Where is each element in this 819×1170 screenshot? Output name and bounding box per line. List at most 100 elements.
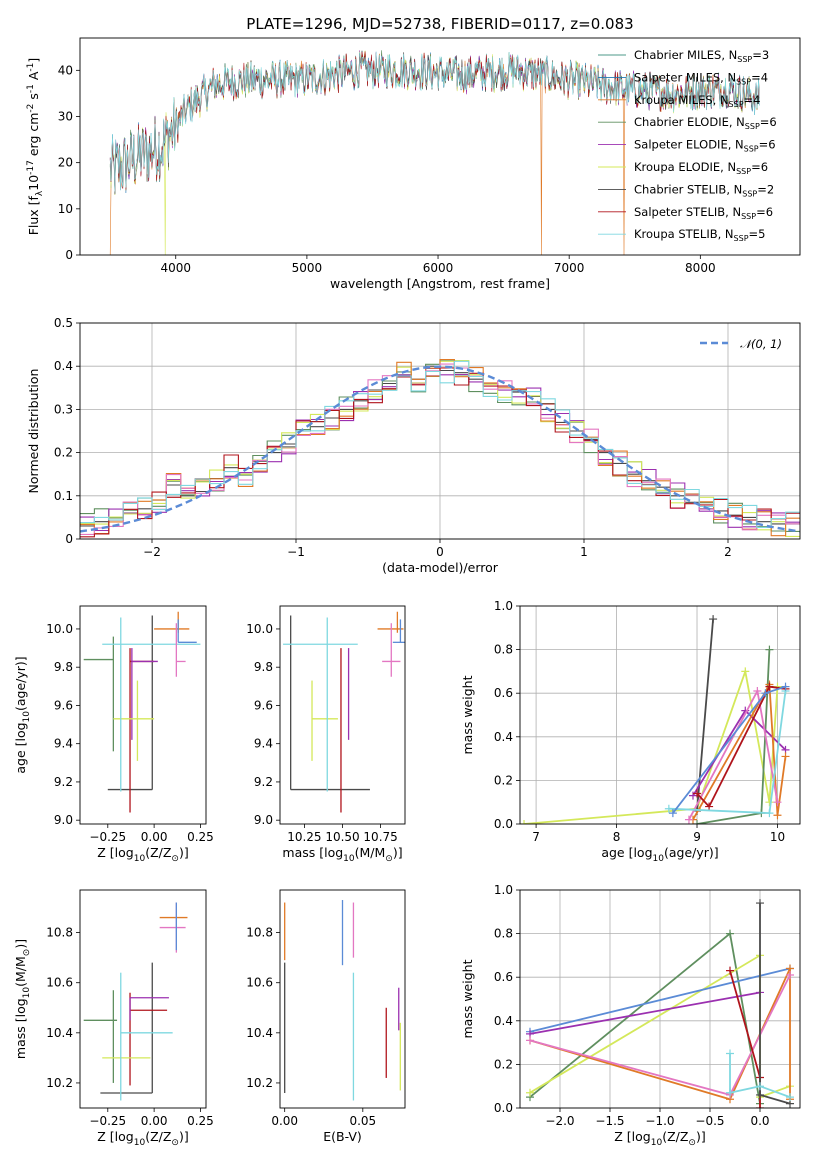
label-text: (M/M xyxy=(13,956,28,987)
errorbar-point-salpeter_stelib xyxy=(129,992,168,1086)
weight_vs_age-panel: 7 8 9 10 0.0 0.2 0.4 0.6 0.8 1.0 age [log10​(age/y… xyxy=(460,599,801,864)
weight-marker-kroupa_stelib xyxy=(765,809,774,818)
legend-text: Salpeter ELODIE, N xyxy=(634,138,744,152)
weight-marker-chabrier_stelib xyxy=(756,899,764,908)
weight-marker-salpeter_stelib xyxy=(756,1104,764,1108)
weight-marker-kroupa_elodie xyxy=(520,820,529,824)
histogram-kroupa_stelib xyxy=(80,360,800,528)
errorbar-point-extra_pink xyxy=(159,902,186,953)
mass_vs_Z-ylabel: mass [log10​(M/M⊙​)] xyxy=(13,939,32,1059)
x-tick-label: −1.0 xyxy=(645,1114,674,1128)
legend-label: Chabrier ELODIE, NSSP=6 xyxy=(634,115,777,131)
label-subscript: 10 xyxy=(651,1138,663,1148)
age_vs_Z-plot-area xyxy=(83,611,201,813)
weight-series-salpeter_stelib xyxy=(696,685,786,809)
label-text: age [log xyxy=(601,845,652,860)
label-text: age [log xyxy=(13,722,28,773)
age_vs_Z-ylabel: age [log10​(age/yr)] xyxy=(13,656,32,773)
mass_vs_Z-xlabel: Z [log10​(Z/Z⊙​)] xyxy=(97,1129,188,1148)
mass_vs_ebv-ticks: 0.00 0.05 10.2 10.4 10.6 10.8 xyxy=(246,926,376,1128)
normal-curve xyxy=(80,365,800,533)
y-tick-label: 10.2 xyxy=(46,1076,73,1090)
weight_vs_Z-panel: −2.0 −1.5 −1.0 −0.5 0.0 0.0 0.2 0.4 0.6 0.8 1.0 Z [… xyxy=(460,883,801,1148)
x-tick-label: 0 xyxy=(436,545,444,559)
x-tick-label: 4000 xyxy=(160,261,191,275)
x-tick-label: 8 xyxy=(613,830,621,844)
legend-subscript: SSP xyxy=(745,122,760,131)
x-tick-label: −2 xyxy=(143,545,161,559)
mass_vs_Z-panel: −0.25 0.00 0.25 10.2 10.4 10.6 10.8 Z [log10​(Z… xyxy=(13,889,214,1148)
label-text: (Z/Z xyxy=(662,1129,688,1144)
weight_vs_age-ticks: 7 8 9 10 0.0 0.2 0.4 0.6 0.8 1.0 xyxy=(494,599,785,844)
label-text: (age/yr)] xyxy=(664,845,719,860)
y-tick-label: 10.0 xyxy=(246,622,273,636)
mass_vs_ebv-panel: 0.00 0.05 10.2 10.4 10.6 10.8 E(B-V) xyxy=(246,889,406,1144)
x-tick-label: 5000 xyxy=(292,261,323,275)
label-text: (data-model)/error xyxy=(382,560,499,575)
mass_vs_ebv-frame xyxy=(279,889,406,1109)
legend-text: Chabrier MILES, N xyxy=(634,48,737,62)
y-tick-label: 1.0 xyxy=(494,883,513,897)
y-tick-label: 10.4 xyxy=(246,1026,273,1040)
weight-marker-extra_pink xyxy=(786,971,794,980)
errorbar-point-salpeter_elodie xyxy=(131,648,158,740)
legend-label: Kroupa MILES, NSSP=4 xyxy=(634,93,760,109)
mass_vs_Z-ticks: −0.25 0.00 0.25 10.2 10.4 10.6 10.8 xyxy=(46,926,214,1128)
y-tick-label: 0 xyxy=(65,248,73,262)
y-tick-label: 0.6 xyxy=(494,970,513,984)
spectrum-xlabel: wavelength [Angstrom, rest frame] xyxy=(330,276,550,291)
weight-marker-chabrier_stelib xyxy=(709,615,718,624)
weight_vs_age-grid xyxy=(520,605,800,825)
errorbar-point-kroupa_miles xyxy=(377,611,404,633)
label-text: 10 xyxy=(26,175,41,191)
age_vs_mass-frame xyxy=(279,605,406,825)
spectrum-ylabel: Flux [fλ​10-17​ erg cm-2​ s-1​ A-1​] xyxy=(26,58,45,236)
legend-subscript: SSP xyxy=(736,77,751,86)
y-tick-label: 0.4 xyxy=(494,730,513,744)
age_vs_mass-ticks: 10.25 10.50 10.75 9.0 9.2 9.4 9.6 9.8 10.0 xyxy=(246,622,398,844)
legend-label: Kroupa ELODIE, NSSP=6 xyxy=(634,160,768,176)
x-tick-label: 0.00 xyxy=(141,1114,168,1128)
weight-marker-extra_pink xyxy=(773,798,782,807)
label-text: (M/M xyxy=(355,845,386,860)
weight-marker-extra_pink xyxy=(684,815,693,824)
age_vs_Z-ticks: −0.25 0.00 0.25 9.0 9.2 9.4 9.6 9.8 10.0 xyxy=(46,622,214,844)
x-tick-label: 1 xyxy=(580,545,588,559)
mass_vs_Z-plot-area xyxy=(83,902,188,1101)
weight-series-chabrier_stelib xyxy=(696,619,714,811)
legend-label: Kroupa STELIB, NSSP=5 xyxy=(634,227,765,243)
legend-label: Chabrier STELIB, NSSP=2 xyxy=(634,182,774,198)
y-tick-label: 10.0 xyxy=(46,622,73,636)
label-text: Z [log xyxy=(97,845,133,860)
x-tick-label: 10.25 xyxy=(287,830,321,844)
weight-series-extra_blue xyxy=(529,967,791,1033)
y-tick-label: 40 xyxy=(58,63,73,77)
legend-text: =6 xyxy=(760,115,777,129)
residuals-xlabel: (data-model)/error xyxy=(382,560,499,575)
label-subscript: ⊙ xyxy=(171,1138,179,1148)
label-text: (Z/Z xyxy=(145,845,171,860)
age_vs_Z-xlabel: Z [log10​(Z/Z⊙​)] xyxy=(97,845,188,864)
label-text: mass weight xyxy=(460,959,475,1038)
legend-text: Salpeter STELIB, N xyxy=(634,205,741,219)
x-tick-label: 6000 xyxy=(423,261,454,275)
spectrum-ticks: 4000 5000 6000 7000 8000 0 10 20 30 40 xyxy=(58,63,716,275)
x-tick-label: 7 xyxy=(532,830,540,844)
errorbar-point-kroupa_miles xyxy=(154,611,190,633)
legend-text: =6 xyxy=(759,138,776,152)
errorbar-point-extra_pink xyxy=(382,623,401,677)
weight-marker-extra_pink xyxy=(526,1036,534,1045)
errorbar-point-chabrier_elodie xyxy=(83,990,118,1083)
mass_vs_ebv-xlabel: E(B-V) xyxy=(323,1129,362,1144)
legend-label: Salpeter ELODIE, NSSP=6 xyxy=(634,138,776,154)
weight-marker-salpeter_stelib xyxy=(705,802,714,811)
label-text: s xyxy=(26,93,41,104)
errorbar-point-kroupa_stelib xyxy=(120,972,173,1101)
y-tick-label: 10.4 xyxy=(46,1026,73,1040)
weight-marker-chabrier_elodie xyxy=(726,929,734,938)
x-tick-label: 10.50 xyxy=(325,830,359,844)
residuals-panel: −2 −1 0 1 2 0 0.1 0.2 0.3 0.4 0.5 (data-model)/erro… xyxy=(26,316,801,575)
weight-marker-salpeter_stelib xyxy=(693,789,702,798)
errorbar-point-kroupa_elodie xyxy=(311,680,338,761)
weight_vs_Z-plot-area xyxy=(526,899,794,1108)
